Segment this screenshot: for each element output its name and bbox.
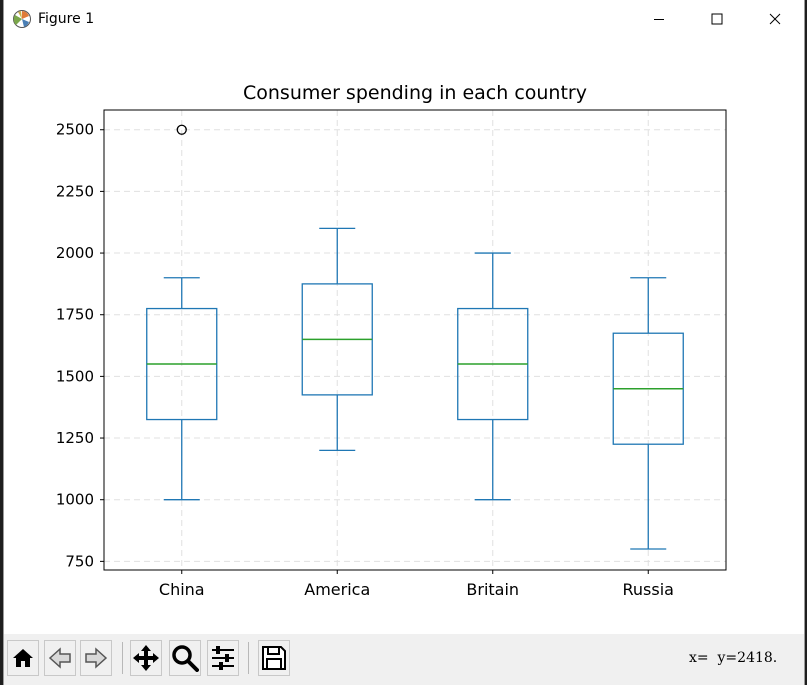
chart-title: Consumer spending in each country	[243, 82, 587, 104]
y-tick-label: 2250	[56, 182, 94, 200]
home-icon	[13, 649, 33, 667]
back-button[interactable]	[44, 640, 76, 676]
arrow-left-icon	[48, 647, 71, 669]
y-tick-label: 2500	[56, 121, 94, 139]
matplotlib-app-icon	[12, 9, 32, 29]
box-america	[301, 227, 373, 452]
figure-canvas[interactable]: 750 1000 1250 1500 1750 2000 2250 2500 China Amer…	[4, 38, 804, 634]
configure-subplots-button[interactable]	[207, 640, 239, 676]
box-britain	[457, 252, 529, 501]
coordinate-readout: x= y=2418.	[689, 650, 778, 666]
box-china	[146, 124, 218, 501]
minimize-icon	[654, 19, 664, 20]
x-tick-label: America	[304, 580, 370, 599]
home-button[interactable]	[7, 640, 39, 676]
zoom-button[interactable]	[169, 640, 201, 676]
arrow-right-icon	[85, 647, 108, 669]
y-tick-label: 2000	[56, 244, 94, 262]
toolbar-separator	[122, 642, 123, 674]
boxplot-chart: 750 1000 1250 1500 1750 2000 2250 2500 China Amer…	[56, 82, 727, 599]
sliders-icon	[212, 646, 234, 670]
pan-button[interactable]	[130, 640, 162, 676]
y-tick-label: 750	[65, 552, 94, 570]
save-button[interactable]	[258, 640, 290, 676]
floppy-disk-icon	[262, 646, 286, 670]
minimize-button[interactable]	[630, 0, 688, 38]
box-russia	[612, 277, 684, 550]
toolbar-separator	[248, 642, 249, 674]
outlier-point	[176, 124, 187, 135]
plot-frame	[103, 109, 727, 571]
y-tick-label: 1000	[56, 491, 94, 509]
x-tick-label: Russia	[623, 580, 674, 599]
figure-window: Figure 1 750 1000 1250 1500 1750 2000 2250 2500…	[3, 0, 805, 685]
move-icon	[133, 645, 159, 671]
close-icon	[769, 13, 781, 25]
forward-button[interactable]	[80, 640, 112, 676]
maximize-button[interactable]	[688, 0, 746, 38]
y-tick-label: 1250	[56, 429, 94, 447]
window-title: Figure 1	[38, 11, 95, 27]
magnifier-icon	[172, 645, 199, 672]
title-bar: Figure 1	[4, 0, 804, 38]
maximize-icon	[711, 13, 723, 25]
close-button[interactable]	[746, 0, 804, 38]
y-tick-label: 1500	[56, 367, 94, 385]
x-tick-label: Britain	[466, 580, 519, 599]
x-tick-label: China	[159, 580, 205, 599]
y-tick-label: 1750	[56, 306, 94, 324]
navigation-toolbar: x= y=2418.	[4, 634, 804, 685]
